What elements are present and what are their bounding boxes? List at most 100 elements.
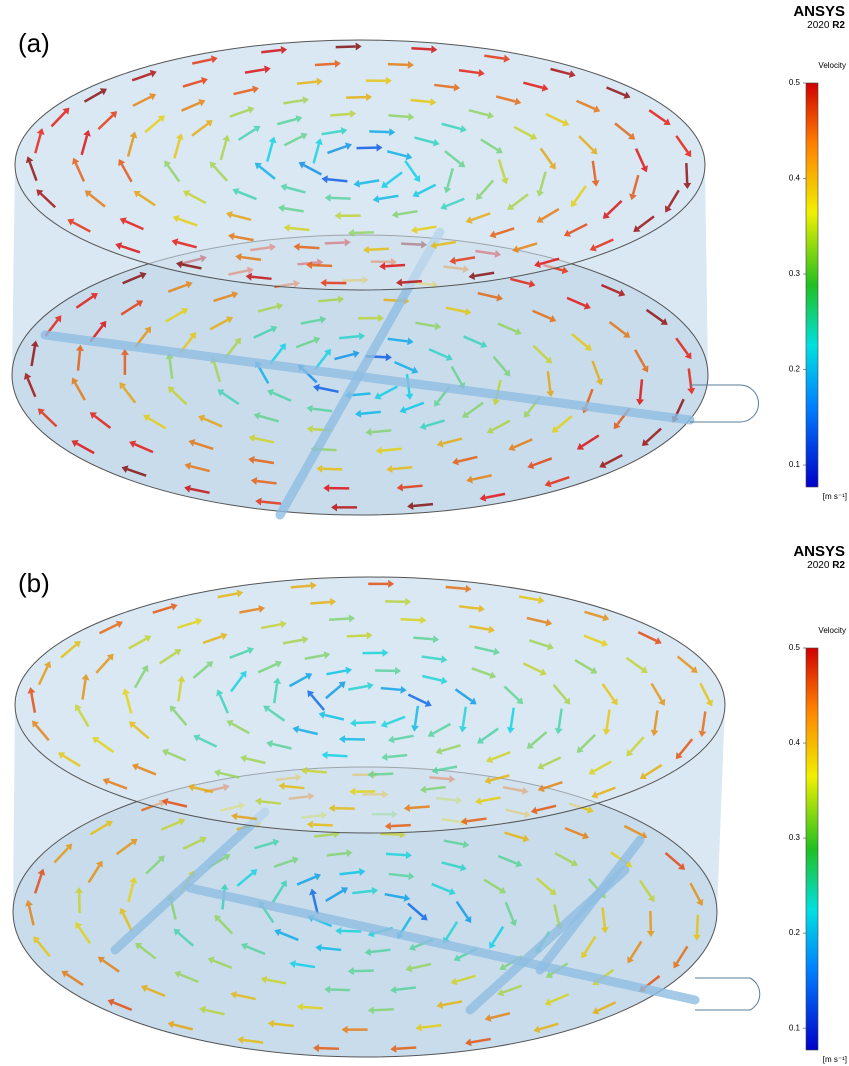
velocity-arrow bbox=[489, 227, 515, 239]
arrow-shaft bbox=[392, 465, 413, 471]
velocity-arrow bbox=[578, 135, 598, 155]
arrow-head bbox=[602, 211, 610, 219]
velocity-arrow bbox=[306, 820, 333, 829]
arrow-head bbox=[306, 404, 313, 413]
arrow-head bbox=[187, 783, 195, 792]
velocity-arrow bbox=[53, 843, 73, 864]
arrow-head bbox=[546, 390, 555, 398]
arrow-shaft bbox=[381, 447, 402, 452]
release: R2 bbox=[832, 20, 845, 31]
arrow-head bbox=[684, 352, 692, 360]
arrow-shaft bbox=[497, 322, 517, 333]
colorbar-tick-label: 0.2 bbox=[789, 928, 801, 937]
arrow-head bbox=[345, 666, 353, 675]
arrow-head bbox=[374, 392, 382, 400]
arrow-head bbox=[365, 93, 373, 102]
arrow-head bbox=[526, 741, 534, 749]
arrow-shaft bbox=[124, 219, 144, 231]
arrow-head bbox=[338, 681, 346, 689]
arrow-shaft bbox=[701, 711, 707, 732]
velocity-arrow bbox=[534, 257, 560, 268]
arrow-head bbox=[279, 343, 286, 351]
arrow-head bbox=[489, 671, 497, 679]
velocity-arrow bbox=[188, 438, 214, 451]
pipe bbox=[110, 807, 270, 955]
arrow-head bbox=[323, 651, 331, 660]
arrow-head bbox=[89, 412, 97, 420]
arrow-head bbox=[170, 602, 178, 611]
arrow-shaft bbox=[532, 344, 549, 361]
arrow-head bbox=[71, 377, 79, 385]
arrow-shaft bbox=[409, 805, 430, 810]
arrow-head bbox=[338, 735, 346, 744]
arrow-head bbox=[498, 886, 507, 894]
arrow-shaft bbox=[341, 929, 362, 933]
arrow-head bbox=[413, 174, 421, 183]
colorbar-unit: [m s⁻¹] bbox=[823, 1055, 847, 1064]
arrow-head bbox=[576, 442, 585, 450]
arrow-head bbox=[476, 736, 485, 744]
velocity-arrow bbox=[503, 685, 524, 705]
arrow-head bbox=[232, 187, 240, 196]
arrow-shaft bbox=[415, 321, 436, 328]
velocity-arrow bbox=[650, 710, 659, 737]
arrow-head bbox=[415, 1023, 422, 1032]
velocity-arrow bbox=[675, 135, 692, 158]
velocity-arrow bbox=[131, 763, 157, 776]
arrow-head bbox=[480, 340, 488, 349]
velocity-arrow bbox=[445, 306, 472, 316]
arrow-shaft bbox=[394, 360, 414, 372]
colorbar-tick-label: 0.3 bbox=[789, 833, 801, 842]
arrow-head bbox=[280, 46, 288, 54]
velocity-arrow bbox=[235, 253, 262, 262]
velocity-arrow bbox=[37, 408, 58, 428]
arrow-shaft bbox=[353, 231, 374, 235]
arrow-head bbox=[270, 325, 278, 333]
velocity-arrow bbox=[476, 179, 495, 200]
arrow-shaft bbox=[134, 443, 154, 454]
arrow-shaft bbox=[147, 416, 167, 430]
arrow-head bbox=[436, 1001, 444, 1009]
velocity-arrow bbox=[387, 734, 414, 744]
arrow-head bbox=[358, 332, 366, 341]
velocity-arrow bbox=[664, 189, 680, 213]
arrow-head bbox=[627, 956, 635, 964]
arrow-shaft bbox=[441, 122, 462, 131]
arrow-head bbox=[324, 348, 331, 356]
velocity-arrow bbox=[699, 682, 713, 707]
arrow-shaft bbox=[95, 657, 111, 674]
arrow-shaft bbox=[546, 371, 552, 392]
velocity-arrow bbox=[167, 1020, 194, 1031]
arrow-shaft bbox=[385, 715, 406, 726]
velocity-arrow bbox=[158, 649, 182, 665]
arrow-shaft bbox=[285, 186, 306, 194]
arrow-shaft bbox=[685, 163, 689, 184]
velocity-arrow bbox=[379, 262, 406, 271]
arrow-head bbox=[253, 412, 261, 420]
velocity-arrow bbox=[121, 465, 147, 477]
arrow-shaft bbox=[221, 391, 240, 406]
velocity-arrow bbox=[504, 901, 517, 927]
arrow-head bbox=[650, 729, 659, 737]
arrow-shaft bbox=[213, 293, 233, 303]
arrow-head bbox=[478, 604, 485, 613]
arrow-shaft bbox=[191, 58, 213, 65]
arrow-head bbox=[537, 762, 545, 770]
velocity-arrow bbox=[497, 854, 523, 868]
velocity-arrow bbox=[161, 748, 187, 762]
arrow-shaft bbox=[370, 948, 391, 954]
arrow-shaft bbox=[136, 765, 157, 776]
velocity-arrow bbox=[421, 655, 448, 664]
arrow-head bbox=[554, 727, 563, 735]
arrow-head bbox=[545, 356, 553, 364]
arrow-head bbox=[344, 142, 352, 151]
velocity-arrow bbox=[165, 308, 189, 323]
arrow-head bbox=[295, 115, 303, 123]
arrow-shaft bbox=[271, 884, 285, 903]
velocity-arrow bbox=[327, 142, 352, 155]
arrow-shaft bbox=[469, 625, 490, 631]
arrow-head bbox=[107, 998, 115, 1007]
velocity-arrow bbox=[312, 1044, 340, 1053]
arrow-shaft bbox=[608, 321, 627, 336]
arrow-shaft bbox=[431, 882, 451, 893]
